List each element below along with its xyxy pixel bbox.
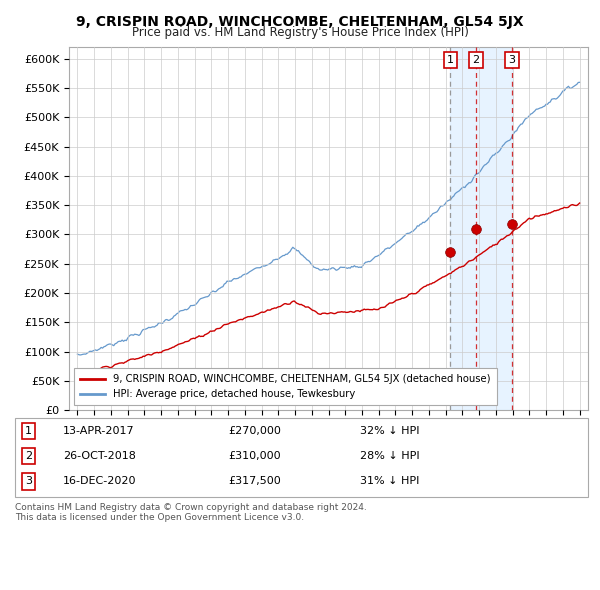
- Text: Price paid vs. HM Land Registry's House Price Index (HPI): Price paid vs. HM Land Registry's House …: [131, 26, 469, 39]
- Text: 26-OCT-2018: 26-OCT-2018: [63, 451, 136, 461]
- Text: 2: 2: [25, 451, 32, 461]
- Text: 32% ↓ HPI: 32% ↓ HPI: [360, 426, 419, 435]
- Text: 16-DEC-2020: 16-DEC-2020: [63, 477, 137, 486]
- Text: £270,000: £270,000: [228, 426, 281, 435]
- Text: 9, CRISPIN ROAD, WINCHCOMBE, CHELTENHAM, GL54 5JX: 9, CRISPIN ROAD, WINCHCOMBE, CHELTENHAM,…: [76, 15, 524, 29]
- Text: £317,500: £317,500: [228, 477, 281, 486]
- Text: This data is licensed under the Open Government Licence v3.0.: This data is licensed under the Open Gov…: [15, 513, 304, 522]
- Text: 3: 3: [508, 55, 515, 65]
- Text: 13-APR-2017: 13-APR-2017: [63, 426, 134, 435]
- Text: 28% ↓ HPI: 28% ↓ HPI: [360, 451, 419, 461]
- Text: 31% ↓ HPI: 31% ↓ HPI: [360, 477, 419, 486]
- Text: 1: 1: [447, 55, 454, 65]
- Text: 3: 3: [25, 477, 32, 486]
- Legend: 9, CRISPIN ROAD, WINCHCOMBE, CHELTENHAM, GL54 5JX (detached house), HPI: Average: 9, CRISPIN ROAD, WINCHCOMBE, CHELTENHAM,…: [74, 368, 497, 405]
- Text: Contains HM Land Registry data © Crown copyright and database right 2024.: Contains HM Land Registry data © Crown c…: [15, 503, 367, 512]
- Text: 2: 2: [473, 55, 480, 65]
- Text: £310,000: £310,000: [228, 451, 281, 461]
- Text: 1: 1: [25, 426, 32, 435]
- Bar: [451, 47, 512, 410]
